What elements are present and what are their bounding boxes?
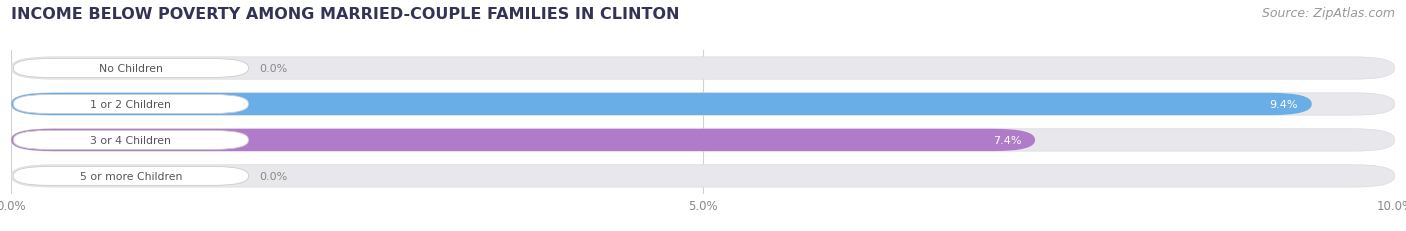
FancyBboxPatch shape bbox=[13, 95, 249, 114]
FancyBboxPatch shape bbox=[11, 93, 1395, 116]
Text: 0.0%: 0.0% bbox=[260, 64, 288, 74]
Text: 7.4%: 7.4% bbox=[993, 135, 1021, 145]
Text: 1 or 2 Children: 1 or 2 Children bbox=[90, 100, 172, 109]
FancyBboxPatch shape bbox=[11, 129, 1395, 152]
Text: 3 or 4 Children: 3 or 4 Children bbox=[90, 135, 172, 145]
FancyBboxPatch shape bbox=[11, 129, 1035, 152]
FancyBboxPatch shape bbox=[13, 131, 249, 150]
Text: Source: ZipAtlas.com: Source: ZipAtlas.com bbox=[1261, 7, 1395, 20]
Text: 0.0%: 0.0% bbox=[260, 171, 288, 181]
FancyBboxPatch shape bbox=[11, 93, 1312, 116]
Text: 5 or more Children: 5 or more Children bbox=[80, 171, 183, 181]
FancyBboxPatch shape bbox=[13, 167, 249, 185]
FancyBboxPatch shape bbox=[11, 165, 1395, 187]
FancyBboxPatch shape bbox=[11, 58, 1395, 80]
Text: INCOME BELOW POVERTY AMONG MARRIED-COUPLE FAMILIES IN CLINTON: INCOME BELOW POVERTY AMONG MARRIED-COUPL… bbox=[11, 7, 679, 22]
FancyBboxPatch shape bbox=[13, 59, 249, 78]
Text: 9.4%: 9.4% bbox=[1270, 100, 1298, 109]
Text: No Children: No Children bbox=[98, 64, 163, 74]
